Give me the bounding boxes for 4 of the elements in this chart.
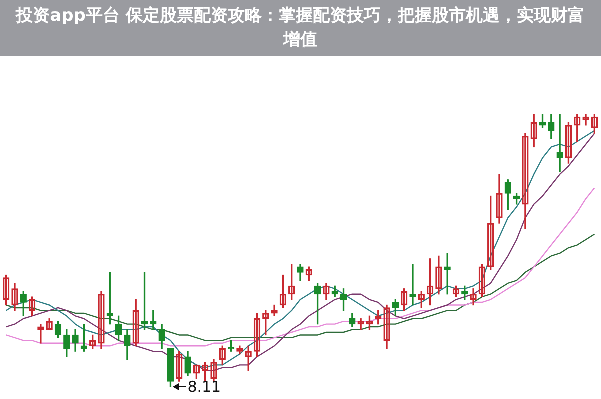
annotation: 8.11 [188, 378, 222, 396]
candlestick [410, 264, 416, 306]
chart-title: 投资app平台 保定股票配资攻略：掌握配资技巧，把握股市机遇，实现财富增值 [0, 0, 601, 56]
candlestick [556, 114, 564, 172]
